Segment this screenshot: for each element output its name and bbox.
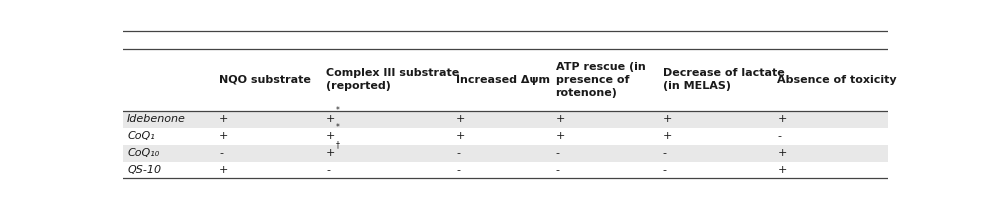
Text: -: - [456,165,459,175]
Text: +: + [456,114,465,124]
Text: -: - [456,148,459,158]
Text: Decrease of lactate
(in MELAS): Decrease of lactate (in MELAS) [662,69,784,91]
Text: -: - [325,165,329,175]
Text: CoQ₁₀: CoQ₁₀ [127,148,160,158]
Text: +: + [325,114,335,124]
Text: ATP rescue (in
presence of
rotenone): ATP rescue (in presence of rotenone) [555,62,645,98]
Text: Increased Δψm: Increased Δψm [456,75,549,85]
Text: NQO substrate: NQO substrate [219,75,311,85]
Text: +: + [456,131,465,141]
Text: +: + [777,165,786,175]
Text: +: + [555,131,564,141]
Text: -: - [555,165,559,175]
Text: -: - [662,165,666,175]
Bar [123,111,887,128]
Text: Idebenone: Idebenone [127,114,186,124]
Text: Absence of toxicity: Absence of toxicity [777,75,896,85]
Text: *: * [335,106,339,115]
Text: -: - [777,131,781,141]
Bar [123,128,887,145]
Bar [123,162,887,178]
Text: +: + [325,131,335,141]
Bar [123,145,887,162]
Text: +: + [555,114,564,124]
Text: +: + [219,131,228,141]
Text: QS-10: QS-10 [127,165,161,175]
Text: +: + [662,114,671,124]
Text: †: † [335,140,339,149]
Text: -: - [555,148,559,158]
Text: -: - [219,148,223,158]
Text: CoQ₁: CoQ₁ [127,131,155,141]
Text: +: + [777,114,786,124]
Text: *: * [335,123,339,132]
Text: +: + [325,148,335,158]
Text: +: + [219,114,228,124]
Text: +: + [662,131,671,141]
Text: +: + [777,148,786,158]
Text: +: + [219,165,228,175]
Text: Complex III substrate
(reported): Complex III substrate (reported) [325,69,458,91]
Text: -: - [662,148,666,158]
